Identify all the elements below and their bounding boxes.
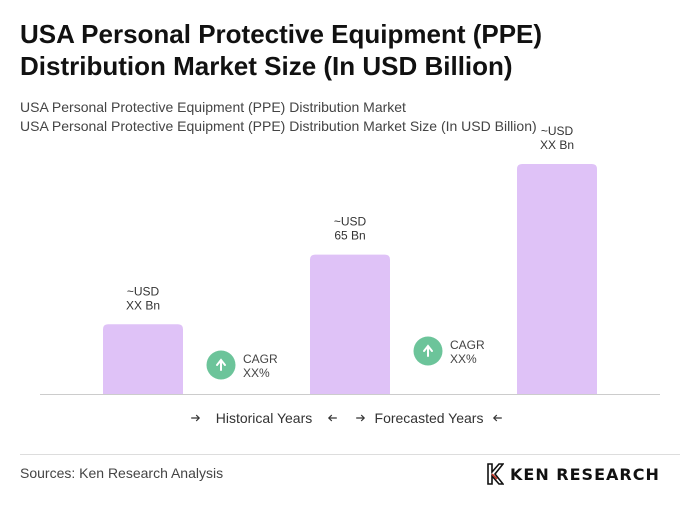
cagr-1-label: CAGR <box>243 352 278 366</box>
bar-1 <box>103 324 183 394</box>
ken-research-logo-icon <box>487 463 504 485</box>
chart-subtitle: USA Personal Protective Equipment (PPE) … <box>20 99 406 115</box>
cagr-1-value: XX% <box>243 366 270 380</box>
x-group-label-1: Historical Years <box>216 410 313 426</box>
x-axis-groups: Historical Years Forecasted Years <box>191 410 502 426</box>
bar-2-label-line-2: 65 Bn <box>334 229 365 243</box>
footer-divider <box>20 454 680 455</box>
bar-1-label-line-2: XX Bn <box>126 298 160 312</box>
x-group-label-2: Forecasted Years <box>375 410 484 426</box>
arrow-left-icon <box>327 414 337 422</box>
cagr-2-label: CAGR <box>450 338 485 352</box>
bar-3 <box>517 164 597 394</box>
arrow-right-icon <box>191 414 201 422</box>
chart-title: USA Personal Protective Equipment (PPE) … <box>20 19 543 81</box>
ken-research-logo: KEN RESEARCH <box>486 463 660 485</box>
arrow-left-icon <box>492 414 502 422</box>
arrow-up-icon <box>216 358 226 371</box>
bar-3-label-line-1: ~USD <box>541 124 574 138</box>
cagr-2-value: XX% <box>450 352 477 366</box>
bars-group <box>103 164 597 394</box>
source-text: Sources: Ken Research Analysis <box>20 465 224 481</box>
chart-subtitle-secondary: USA Personal Protective Equipment (PPE) … <box>20 118 537 134</box>
bar-2 <box>310 254 390 394</box>
bar-3-label-line-2: XX Bn <box>540 138 574 152</box>
logo-text: KEN RESEARCH <box>510 464 660 484</box>
bar-2-label-line-1: ~USD <box>334 215 367 229</box>
arrow-up-icon <box>423 344 433 357</box>
arrow-right-icon <box>356 414 366 422</box>
bar-1-label-line-1: ~USD <box>127 284 160 298</box>
